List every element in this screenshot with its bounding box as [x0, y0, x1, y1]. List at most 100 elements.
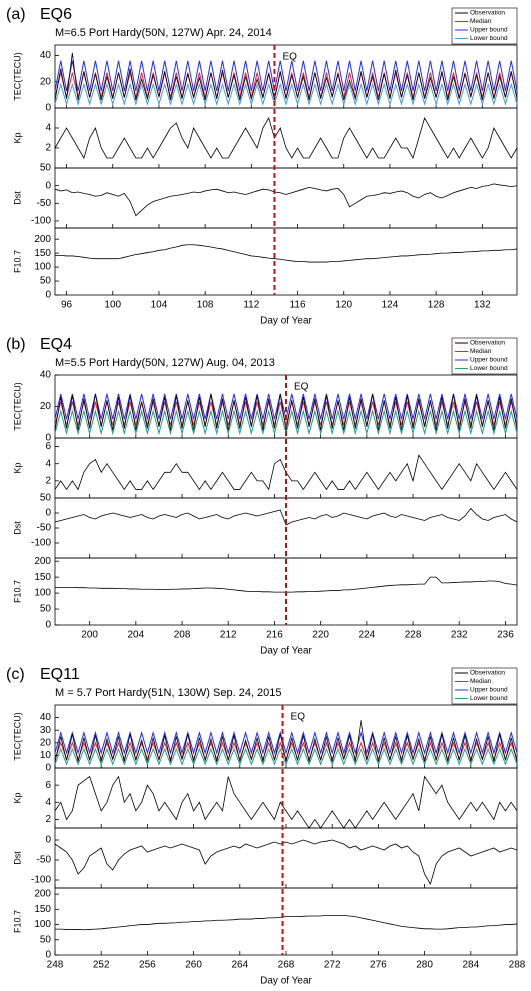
y-axis-label: Kp [12, 792, 22, 803]
x-tick-label: 116 [290, 300, 306, 311]
y-tick-label: 150 [34, 572, 51, 583]
y-axis-label: F10.7 [12, 910, 22, 933]
legend-label: Upper bound [470, 27, 508, 34]
x-tick-label: 268 [278, 960, 295, 971]
y-tick-label: 20 [40, 401, 52, 412]
y-tick-label: 200 [34, 234, 51, 245]
legend-label: Lower bound [470, 35, 508, 42]
y-tick-label: -50 [37, 198, 52, 209]
y-tick-label: -100 [31, 216, 51, 227]
event-name: EQ11 [40, 666, 80, 683]
y-axis-label: Dst [12, 521, 22, 535]
legend-label: Lower bound [470, 365, 508, 372]
x-tick-label: 200 [81, 630, 98, 641]
y-tick-label: 150 [34, 904, 51, 915]
plot-frame [54, 167, 518, 229]
earthquake-label: EQ [291, 712, 306, 723]
data-line [54, 775, 518, 829]
y-tick-label: 2 [45, 814, 51, 825]
x-tick-label: 272 [324, 960, 341, 971]
x-tick-label: 260 [185, 960, 202, 971]
x-tick-label: 236 [497, 630, 514, 641]
x-tick-label: 128 [428, 300, 445, 311]
data-line [54, 507, 518, 526]
x-tick-label: 124 [382, 300, 399, 311]
data-line [54, 60, 518, 92]
plot-frame [54, 767, 518, 829]
x-tick-label: 220 [312, 630, 329, 641]
y-tick-label: 40 [40, 370, 52, 381]
y-tick-label: 50 [40, 604, 52, 615]
x-tick-label: 256 [139, 960, 156, 971]
y-axis-label: Kp [12, 462, 22, 473]
y-tick-label: 0 [45, 103, 51, 114]
x-tick-label: 96 [61, 300, 73, 311]
earthquake-label: EQ [282, 52, 297, 63]
y-tick-label: 50 [40, 276, 52, 287]
event-name: EQ4 [40, 336, 72, 353]
y-tick-label: 40 [40, 50, 52, 61]
data-line [54, 393, 518, 431]
x-tick-label: 232 [451, 630, 468, 641]
panel-label: (b) [6, 336, 26, 353]
data-line [55, 915, 518, 931]
x-axis-label: Day of Year [260, 976, 312, 987]
data-line [54, 839, 518, 886]
x-tick-label: 212 [220, 630, 237, 641]
y-axis-label: TEC(TECU) [12, 52, 22, 101]
panel-title: M = 5.7 Port Hardy(51N, 130W) Sep. 24, 2… [55, 687, 282, 699]
y-tick-label: 2 [45, 475, 51, 486]
data-line [55, 244, 518, 263]
y-tick-label: 0 [45, 950, 51, 961]
x-tick-label: 288 [509, 960, 526, 971]
x-tick-label: 104 [151, 300, 168, 311]
y-tick-label: 6 [45, 441, 51, 452]
y-tick-label: 6 [45, 780, 51, 791]
legend-label: Upper bound [470, 357, 508, 364]
y-tick-label: 40 [40, 712, 52, 723]
x-tick-label: 276 [370, 960, 387, 971]
y-tick-label: 50 [40, 493, 52, 504]
y-tick-label: -50 [37, 855, 52, 866]
x-tick-label: 252 [93, 960, 110, 971]
y-axis-label: TEC(TECU) [12, 382, 22, 431]
data-line [54, 741, 518, 761]
earthquake-label: EQ [294, 382, 309, 393]
x-tick-label: 100 [104, 300, 121, 311]
x-tick-label: 284 [462, 960, 479, 971]
legend-label: Lower bound [470, 695, 508, 702]
y-tick-label: 150 [34, 248, 51, 259]
event-name: EQ6 [40, 6, 72, 23]
plot-frame [54, 227, 518, 296]
y-axis-label: TEC(TECU) [12, 712, 22, 761]
x-tick-label: 208 [174, 630, 191, 641]
x-tick-label: 120 [335, 300, 352, 311]
x-tick-label: 216 [266, 630, 283, 641]
x-tick-label: 204 [128, 630, 145, 641]
y-tick-label: 0 [45, 835, 51, 846]
panel-label: (a) [6, 6, 26, 23]
x-tick-label: 112 [243, 300, 259, 311]
y-tick-label: 200 [34, 556, 51, 567]
x-tick-label: 224 [359, 630, 376, 641]
x-tick-label: 280 [416, 960, 433, 971]
y-tick-label: 200 [34, 889, 51, 900]
data-line [54, 730, 518, 755]
y-tick-label: 0 [45, 180, 51, 191]
plot-frame [54, 827, 518, 889]
y-tick-label: 50 [40, 934, 52, 945]
y-tick-label: 4 [45, 123, 51, 134]
panel-title: M=5.5 Port Hardy(50N, 127W) Aug. 04, 201… [55, 357, 275, 369]
y-tick-label: 20 [40, 737, 52, 748]
legend-label: Median [470, 348, 492, 355]
y-tick-label: -50 [37, 523, 52, 534]
y-tick-label: 100 [34, 262, 51, 273]
legend-label: Observation [470, 10, 505, 17]
y-tick-label: 50 [40, 163, 52, 174]
x-axis-label: Day of Year [260, 316, 312, 327]
legend-label: Median [470, 18, 492, 25]
x-tick-label: 248 [47, 960, 64, 971]
y-tick-label: 0 [45, 290, 51, 301]
y-tick-label: 0 [45, 620, 51, 631]
